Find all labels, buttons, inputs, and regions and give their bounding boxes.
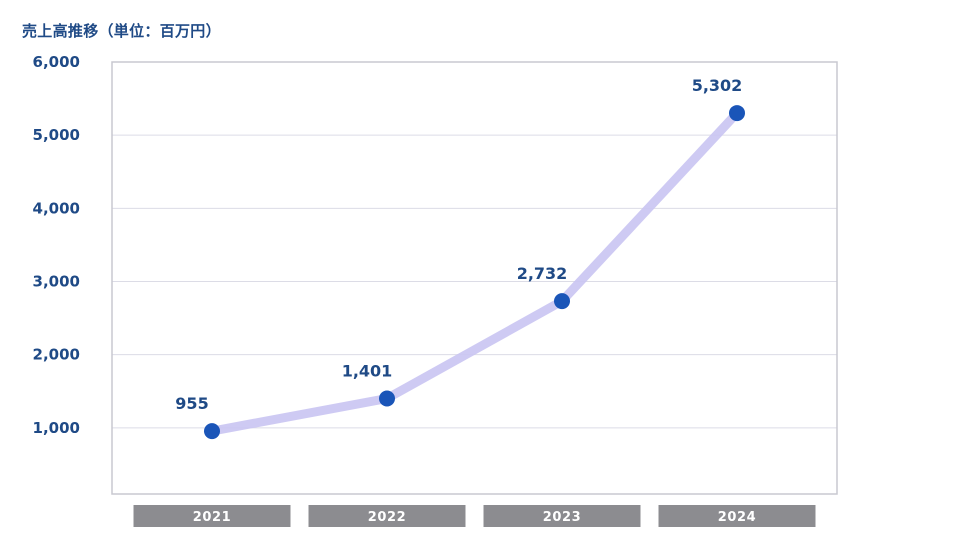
y-tick-label: 3,000 [33, 273, 80, 291]
y-tick-label: 1,000 [33, 419, 80, 437]
x-tick-label: 2024 [718, 510, 757, 525]
data-points [204, 105, 745, 440]
plot-frame [111, 61, 838, 495]
chart-title: 売上高推移（単位：百万円） [22, 22, 221, 40]
data-point [379, 390, 395, 407]
x-category-box [133, 505, 291, 527]
y-tick-label: 5,000 [33, 126, 80, 144]
x-category-box [483, 505, 641, 527]
x-axis-category-labels: 2021 2022 2023 2024 [133, 505, 816, 527]
data-label: 2,732 [517, 264, 568, 283]
x-category-box [658, 505, 816, 527]
data-point [204, 423, 220, 440]
x-tick-label: 2022 [368, 510, 407, 525]
y-tick-label: 6,000 [33, 53, 80, 71]
y-tick-label: 4,000 [33, 199, 80, 217]
y-axis-tick-labels: 1,000 2,000 3,000 4,000 5,000 6,000 [33, 53, 80, 437]
data-label: 5,302 [692, 76, 743, 95]
data-label: 955 [175, 394, 208, 413]
data-point [554, 293, 570, 310]
data-labels: 955 1,401 2,732 5,302 [175, 76, 742, 413]
grid-lines [112, 134, 837, 429]
y-tick-label: 2,000 [33, 346, 80, 364]
x-tick-label: 2021 [193, 510, 232, 525]
x-category-box [308, 505, 466, 527]
data-label: 1,401 [342, 361, 393, 380]
data-point [729, 105, 745, 122]
x-tick-label: 2023 [543, 510, 582, 525]
series-line [207, 108, 742, 436]
